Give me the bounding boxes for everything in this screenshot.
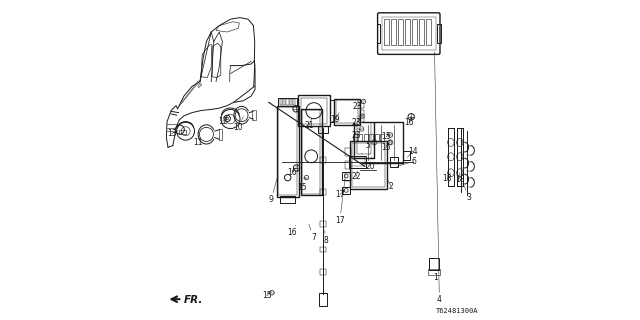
Bar — [253, 110, 256, 120]
Text: 4: 4 — [435, 52, 442, 304]
Bar — [283, 99, 285, 105]
Bar — [330, 100, 335, 122]
Bar — [349, 156, 366, 168]
Text: 6: 6 — [397, 157, 417, 166]
Bar — [292, 99, 295, 105]
Bar — [381, 17, 436, 50]
Bar — [320, 247, 326, 252]
Bar — [219, 129, 223, 140]
Bar — [319, 126, 328, 133]
Bar — [358, 134, 362, 141]
Bar — [280, 99, 282, 105]
Text: 11: 11 — [193, 135, 204, 147]
Bar — [352, 143, 385, 187]
Text: 3: 3 — [464, 186, 472, 202]
Bar — [403, 151, 410, 160]
Bar — [290, 99, 292, 105]
Bar — [398, 19, 403, 45]
Bar — [437, 24, 441, 43]
Bar — [344, 173, 351, 181]
Text: 23: 23 — [352, 129, 362, 140]
Bar — [369, 134, 373, 141]
Text: 23: 23 — [352, 116, 362, 127]
Bar — [428, 269, 440, 275]
Bar — [298, 95, 330, 126]
Bar — [277, 106, 298, 197]
Bar — [351, 157, 365, 166]
Text: 23: 23 — [353, 101, 363, 111]
Bar — [405, 19, 410, 45]
Text: 8: 8 — [323, 230, 328, 245]
Bar — [360, 117, 364, 122]
Bar — [360, 110, 364, 115]
Bar — [301, 109, 322, 195]
Bar — [342, 172, 350, 180]
Bar — [390, 157, 398, 167]
Text: 17: 17 — [335, 179, 345, 225]
Bar — [380, 134, 384, 141]
Text: 7: 7 — [309, 224, 316, 242]
Bar — [280, 196, 296, 203]
Bar — [344, 148, 351, 156]
Text: 15: 15 — [381, 132, 391, 141]
Text: 15: 15 — [297, 178, 307, 192]
Bar — [278, 98, 297, 106]
Bar — [351, 141, 387, 189]
Text: 12: 12 — [218, 117, 228, 126]
Text: 9: 9 — [269, 176, 278, 204]
Text: 13: 13 — [166, 129, 178, 138]
Bar — [320, 189, 326, 195]
Bar — [320, 157, 326, 163]
Bar — [320, 269, 326, 275]
Text: 2: 2 — [387, 179, 394, 191]
Bar — [278, 107, 297, 195]
Bar — [342, 187, 350, 194]
Text: 19: 19 — [330, 113, 340, 124]
Text: 16: 16 — [404, 116, 414, 127]
Text: 22: 22 — [351, 171, 360, 181]
Text: 17: 17 — [335, 190, 345, 199]
Text: 16: 16 — [287, 168, 298, 177]
Bar — [412, 19, 417, 45]
Bar — [336, 100, 358, 123]
Text: 16: 16 — [287, 225, 298, 237]
Bar — [320, 221, 326, 227]
Text: 15: 15 — [381, 142, 391, 152]
Text: T62481300A: T62481300A — [436, 308, 479, 314]
Bar — [353, 134, 357, 141]
Text: 21: 21 — [304, 118, 314, 130]
Bar — [301, 98, 327, 124]
Bar — [375, 134, 379, 141]
Bar — [344, 161, 351, 169]
Bar — [426, 19, 431, 45]
Bar — [391, 19, 396, 45]
Text: 5: 5 — [362, 141, 370, 154]
Bar — [334, 99, 360, 125]
Text: 18: 18 — [442, 173, 452, 183]
Text: 10: 10 — [233, 117, 243, 132]
Bar — [319, 293, 327, 306]
Bar — [429, 258, 439, 270]
Text: 18: 18 — [455, 173, 465, 184]
Bar — [364, 134, 368, 141]
Bar — [376, 24, 380, 43]
Bar — [302, 110, 320, 194]
Text: 14: 14 — [408, 147, 418, 157]
Bar — [384, 19, 389, 45]
Bar — [419, 19, 424, 45]
Text: 1: 1 — [433, 270, 438, 282]
Text: 20: 20 — [365, 157, 376, 171]
Bar — [360, 103, 364, 108]
Bar — [287, 99, 289, 105]
Text: 15: 15 — [262, 291, 271, 300]
Bar — [179, 130, 186, 134]
Text: FR.: FR. — [184, 295, 204, 305]
